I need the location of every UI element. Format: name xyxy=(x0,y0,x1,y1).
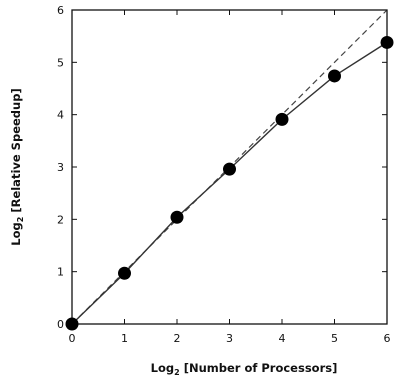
data-point-marker xyxy=(65,317,79,331)
x-tick-label: 5 xyxy=(331,332,338,345)
data-point-marker xyxy=(328,69,341,83)
data-markers xyxy=(65,35,394,331)
x-tick-label: 6 xyxy=(384,332,391,345)
x-tick-label: 2 xyxy=(174,332,181,345)
data-point-marker xyxy=(275,112,289,126)
x-axis-label: Log2 [Number of Processors] xyxy=(151,361,338,377)
y-tick-label: 1 xyxy=(57,266,64,279)
x-tick-label: 1 xyxy=(121,332,128,345)
y-tick-label: 6 xyxy=(57,4,64,17)
y-axis-ticks: 0 1 2 3 4 5 6 xyxy=(57,4,387,331)
measured-speedup-line xyxy=(71,41,388,325)
y-tick-label: 3 xyxy=(57,161,64,174)
data-point-marker xyxy=(118,266,131,280)
x-tick-label: 3 xyxy=(226,332,233,345)
x-tick-label: 0 xyxy=(69,332,76,345)
data-point-marker xyxy=(170,210,184,224)
y-tick-label: 2 xyxy=(57,213,64,226)
x-tick-label: 4 xyxy=(279,332,286,345)
x-axis-ticks: 0 1 2 3 4 5 6 xyxy=(69,10,391,345)
y-tick-label: 0 xyxy=(57,318,64,331)
data-point-marker xyxy=(380,35,394,49)
y-tick-label: 4 xyxy=(57,109,64,122)
y-tick-label: 5 xyxy=(57,56,64,69)
y-axis-label: Log2 [Relative Speedup] xyxy=(9,88,25,245)
data-point-marker xyxy=(223,162,236,176)
